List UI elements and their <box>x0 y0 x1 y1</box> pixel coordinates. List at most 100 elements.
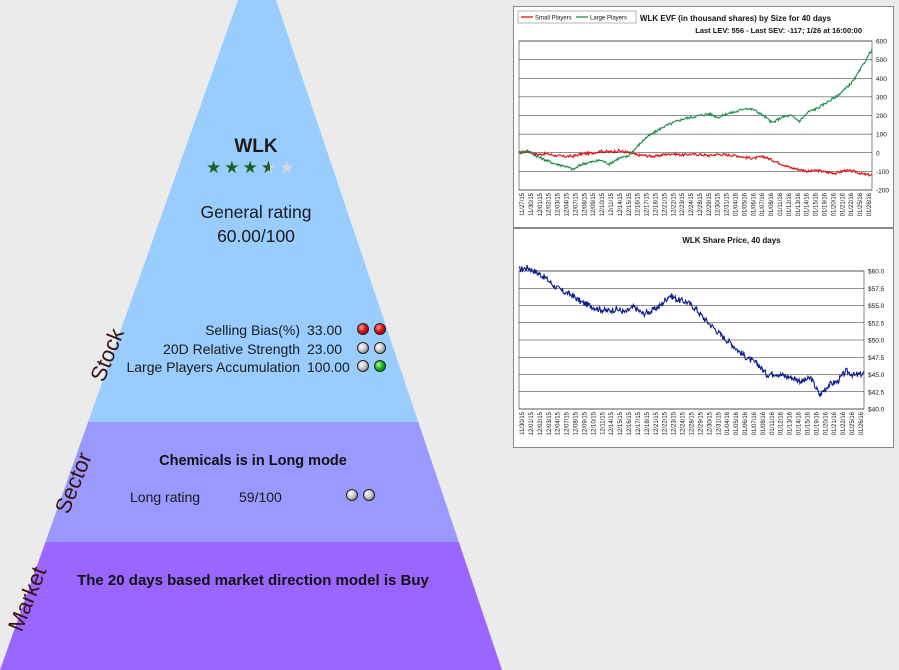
x-tick-label: 01/22/16 <box>841 411 847 435</box>
half-star-icon: ★ <box>261 158 279 178</box>
series-line-1 <box>518 49 873 172</box>
series-line-0 <box>518 264 865 398</box>
chart-subtitle: Last LEV: 556 - Last SEV: -117; 1/26 at … <box>695 26 862 35</box>
indicator-grey-icon <box>357 342 369 354</box>
x-tick-label: 12/24/15 <box>689 192 695 216</box>
y-tick-label: 0 <box>876 150 880 157</box>
x-tick-label: 12/07/15 <box>573 192 579 216</box>
x-tick-label: 12/08/15 <box>574 411 580 435</box>
x-tick-label: 12/18/15 <box>653 192 659 216</box>
relative-strength-label: 20D Relative Strength <box>163 341 300 357</box>
x-tick-label: 12/28/15 <box>690 411 696 435</box>
sector-rating-label: Long rating <box>130 489 201 505</box>
legend-label: Large Players <box>590 16 627 22</box>
x-tick-label: 12/16/15 <box>636 192 642 216</box>
y-tick-label: $60.0 <box>868 269 885 276</box>
evf-chart: WLK EVF (in thousand shares) by Size for… <box>517 10 889 216</box>
market-band <box>0 542 502 670</box>
y-tick-label: 500 <box>876 57 887 64</box>
x-tick-label: 12/03/15 <box>556 192 562 216</box>
large-players-label: Large Players Accumulation <box>126 359 300 375</box>
indicator-grey-icon <box>346 489 358 501</box>
x-tick-label: 01/22/16 <box>849 192 855 216</box>
x-tick-label: 12/29/15 <box>707 192 713 216</box>
x-tick-label: 01/14/16 <box>797 411 803 435</box>
x-tick-label: 01/11/16 <box>770 411 776 435</box>
pyramid <box>0 0 502 670</box>
x-tick-label: 01/19/16 <box>823 192 829 216</box>
x-tick-label: 12/04/15 <box>556 411 562 435</box>
indicator-red-icon <box>357 323 369 335</box>
x-tick-label: 01/05/16 <box>742 192 748 216</box>
indicator-grey-icon <box>363 489 375 501</box>
y-tick-label: -200 <box>876 188 889 195</box>
large-players-value: 100.00 <box>307 359 350 375</box>
x-tick-label: 11/30/15 <box>529 192 535 216</box>
x-tick-label: 01/25/16 <box>858 192 864 216</box>
x-tick-label: 12/31/15 <box>725 192 731 216</box>
x-tick-label: 12/08/15 <box>582 192 588 216</box>
series-line-0 <box>518 148 873 177</box>
x-tick-label: 12/15/15 <box>627 192 633 216</box>
y-tick-label: 100 <box>876 132 887 139</box>
x-tick-label: 12/15/15 <box>618 411 624 435</box>
x-tick-label: 12/21/15 <box>654 411 660 435</box>
y-tick-label: 600 <box>876 39 887 46</box>
x-tick-label: 01/20/16 <box>831 192 837 216</box>
x-tick-label: 12/22/15 <box>663 411 669 435</box>
star-icon: ★ <box>242 158 261 177</box>
x-tick-label: 12/04/15 <box>564 192 570 216</box>
x-tick-label: 12/30/15 <box>707 411 713 435</box>
x-tick-label: 12/16/15 <box>627 411 633 435</box>
chart-title: WLK Share Price, 40 days <box>682 236 781 245</box>
x-tick-label: 01/25/16 <box>850 411 856 435</box>
y-tick-label: $47.5 <box>868 355 885 362</box>
price-chart: WLK Share Price, 40 days $60.0 $57.5 $55.0 $… <box>518 236 885 435</box>
sector-rating-value: 59/100 <box>239 489 282 505</box>
x-tick-label: 01/07/16 <box>752 411 758 435</box>
indicator-red-icon <box>374 323 386 335</box>
x-tick-label: 01/08/16 <box>761 411 767 435</box>
x-tick-label: 12/28/15 <box>698 192 704 216</box>
indicator-grey-icon <box>374 342 386 354</box>
x-tick-label: 01/13/16 <box>788 411 794 435</box>
x-tick-label: 12/11/15 <box>600 411 606 435</box>
x-tick-label: 12/24/15 <box>681 411 687 435</box>
x-tick-label: 12/14/15 <box>618 192 624 216</box>
x-tick-label: 12/10/15 <box>591 411 597 435</box>
general-rating-value: 60.00/100 <box>217 226 295 246</box>
x-tick-label: 12/01/15 <box>538 192 544 216</box>
x-tick-label: 12/02/15 <box>547 192 553 216</box>
selling-bias-label: Selling Bias(%) <box>205 322 300 338</box>
x-tick-label: 01/15/16 <box>814 192 820 216</box>
price-chart-panel: WLK Share Price, 40 days $60.0 $57.5 $55.0 $… <box>513 228 894 448</box>
x-tick-label: 11/30/15 <box>520 411 526 435</box>
star-icon: ★ <box>206 158 225 177</box>
y-tick-label: -100 <box>876 169 889 176</box>
x-tick-label: 01/05/16 <box>734 411 740 435</box>
x-tick-label: 12/09/15 <box>582 411 588 435</box>
x-tick-label: 12/02/15 <box>538 411 544 435</box>
x-tick-label: 12/29/15 <box>698 411 704 435</box>
x-tick-label: 01/11/16 <box>778 192 784 216</box>
x-tick-label: 12/17/15 <box>636 411 642 435</box>
x-tick-label: 01/15/16 <box>805 411 811 435</box>
x-tick-label: 12/22/15 <box>671 192 677 216</box>
indicator-grey-icon <box>357 360 369 372</box>
x-tick-label: 12/21/15 <box>662 192 668 216</box>
general-rating-label: General rating <box>200 202 312 222</box>
x-tick-label: 12/31/15 <box>716 411 722 435</box>
legend-label: Small Players <box>535 16 572 22</box>
x-tick-label: 01/19/16 <box>814 411 820 435</box>
sector-band <box>0 422 502 542</box>
x-tick-label: 12/30/15 <box>716 192 722 216</box>
star-rating: ★★★★ ★ <box>206 158 297 178</box>
star-icon: ★ <box>224 158 243 177</box>
relative-strength-value: 23.00 <box>307 341 343 357</box>
x-tick-label: 01/21/16 <box>840 192 846 216</box>
y-tick-label: $42.5 <box>868 389 885 396</box>
x-tick-label: 01/14/16 <box>805 192 811 216</box>
x-tick-label: 12/07/15 <box>565 411 571 435</box>
x-tick-label: 12/03/15 <box>547 411 553 435</box>
y-tick-label: $45.0 <box>868 372 885 379</box>
